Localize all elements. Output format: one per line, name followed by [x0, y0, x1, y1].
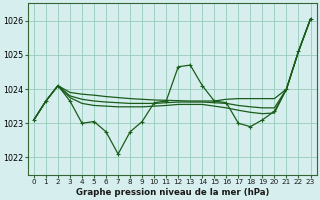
X-axis label: Graphe pression niveau de la mer (hPa): Graphe pression niveau de la mer (hPa)	[76, 188, 269, 197]
